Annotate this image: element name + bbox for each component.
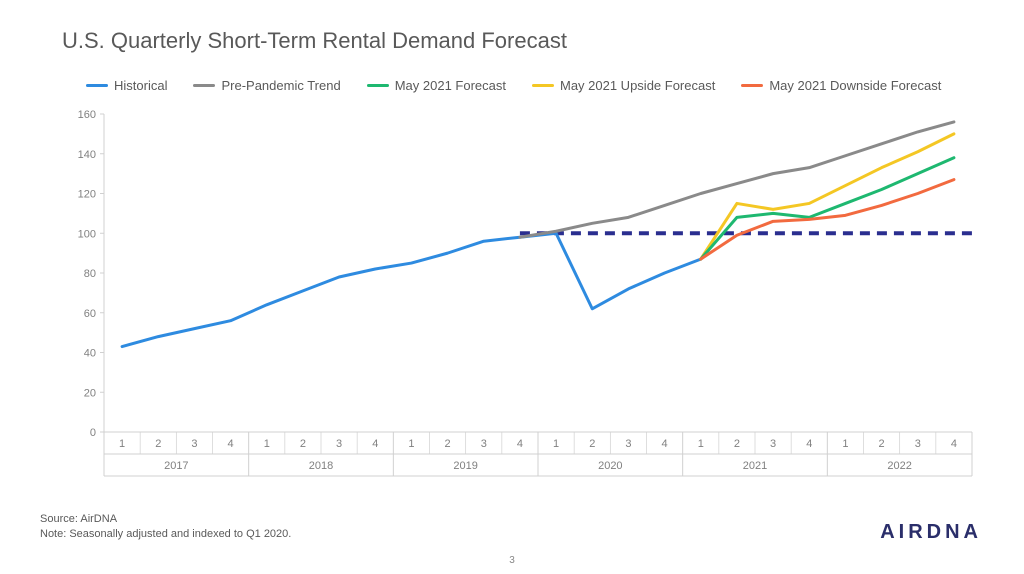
svg-text:20: 20 <box>84 387 96 399</box>
svg-text:3: 3 <box>191 438 197 450</box>
svg-text:4: 4 <box>951 438 957 450</box>
svg-text:60: 60 <box>84 308 96 320</box>
svg-text:2: 2 <box>155 438 161 450</box>
slide-container: U.S. Quarterly Short-Term Rental Demand … <box>0 0 1024 574</box>
legend: Historical Pre-Pandemic Trend May 2021 For… <box>86 78 984 93</box>
svg-text:2: 2 <box>734 438 740 450</box>
svg-text:3: 3 <box>770 438 776 450</box>
legend-swatch <box>532 84 554 87</box>
page-number: 3 <box>509 555 515 566</box>
svg-text:1: 1 <box>119 438 125 450</box>
svg-text:140: 140 <box>78 149 96 161</box>
svg-text:1: 1 <box>698 438 704 450</box>
svg-text:2017: 2017 <box>164 460 188 472</box>
source-line2: Note: Seasonally adjusted and indexed to… <box>40 527 291 542</box>
svg-text:2: 2 <box>445 438 451 450</box>
source-note: Source: AirDNA Note: Seasonally adjusted… <box>40 512 291 542</box>
legend-swatch <box>193 84 215 87</box>
svg-text:2019: 2019 <box>453 460 477 472</box>
legend-item: May 2021 Forecast <box>367 78 506 93</box>
legend-swatch <box>367 84 389 87</box>
svg-text:2: 2 <box>589 438 595 450</box>
svg-text:2021: 2021 <box>743 460 767 472</box>
line-chart-svg: 0 20 40 60 80 100 120 140 160 1 2 3 4 1 2 3 4 1 2 3 4 1 2 3 4 1 2 3… <box>62 102 982 492</box>
svg-text:100: 100 <box>78 228 96 240</box>
svg-text:4: 4 <box>228 438 234 450</box>
svg-text:80: 80 <box>84 268 96 280</box>
svg-text:160: 160 <box>78 109 96 121</box>
svg-text:3: 3 <box>336 438 342 450</box>
legend-item: Historical <box>86 78 167 93</box>
svg-text:0: 0 <box>90 427 96 439</box>
svg-text:3: 3 <box>915 438 921 450</box>
svg-text:1: 1 <box>264 438 270 450</box>
legend-swatch <box>741 84 763 87</box>
chart-title: U.S. Quarterly Short-Term Rental Demand … <box>62 28 567 54</box>
svg-text:2: 2 <box>300 438 306 450</box>
chart-area: 0 20 40 60 80 100 120 140 160 1 2 3 4 1 2 3 4 1 2 3 4 1 2 3 4 1 2 3… <box>62 102 982 492</box>
legend-label: May 2021 Upside Forecast <box>560 78 715 93</box>
legend-label: Pre-Pandemic Trend <box>221 78 340 93</box>
svg-text:4: 4 <box>517 438 523 450</box>
legend-item: Pre-Pandemic Trend <box>193 78 340 93</box>
legend-item: May 2021 Downside Forecast <box>741 78 941 93</box>
svg-text:4: 4 <box>372 438 378 450</box>
legend-label: Historical <box>114 78 167 93</box>
source-line1: Source: AirDNA <box>40 512 291 527</box>
svg-text:3: 3 <box>625 438 631 450</box>
svg-text:2022: 2022 <box>887 460 911 472</box>
brand-logo: AIRDNA <box>880 521 982 544</box>
legend-item: May 2021 Upside Forecast <box>532 78 715 93</box>
svg-text:40: 40 <box>84 348 96 360</box>
svg-text:2020: 2020 <box>598 460 622 472</box>
legend-label: May 2021 Forecast <box>395 78 506 93</box>
svg-text:2: 2 <box>879 438 885 450</box>
legend-label: May 2021 Downside Forecast <box>769 78 941 93</box>
svg-text:120: 120 <box>78 189 96 201</box>
svg-text:4: 4 <box>662 438 668 450</box>
svg-text:3: 3 <box>481 438 487 450</box>
legend-swatch <box>86 84 108 87</box>
svg-text:2018: 2018 <box>309 460 333 472</box>
svg-text:1: 1 <box>842 438 848 450</box>
svg-text:1: 1 <box>408 438 414 450</box>
svg-text:4: 4 <box>806 438 812 450</box>
svg-text:1: 1 <box>553 438 559 450</box>
